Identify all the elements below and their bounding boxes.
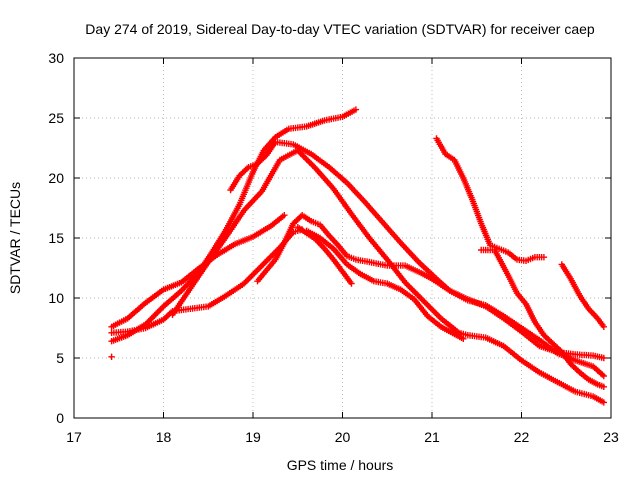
- tick-layer: 17 18 19 20 21 22 23 0 5 10 15 20 25 30: [48, 50, 619, 445]
- x-tick-label: 19: [245, 429, 261, 445]
- series-track-4: [169, 147, 607, 406]
- y-axis-label: SDTVAR / TECUs: [7, 182, 23, 294]
- x-axis-label: GPS time / hours: [287, 457, 394, 473]
- x-tick-label: 20: [335, 429, 351, 445]
- x-tick-label: 18: [156, 429, 172, 445]
- data-point-markers: [108, 353, 115, 360]
- series-track-6: [254, 212, 607, 380]
- series-track-5: [227, 138, 607, 362]
- data-point-markers: [478, 246, 607, 390]
- series-track-12: [108, 353, 115, 360]
- data-point-markers: [108, 226, 306, 336]
- series-track-3: [108, 226, 306, 336]
- series-track-8: [303, 227, 467, 342]
- y-tick-label: 0: [56, 410, 64, 426]
- y-tick-label: 30: [48, 50, 64, 66]
- data-point-markers: [303, 227, 467, 342]
- data-point-markers: [558, 261, 607, 330]
- series-track-11: [558, 261, 607, 330]
- chart-title: Day 274 of 2019, Sidereal Day-to-day VTE…: [85, 21, 595, 37]
- y-tick-label: 25: [48, 110, 64, 126]
- x-tick-label: 21: [424, 429, 440, 445]
- data-point-markers: [169, 147, 607, 406]
- x-tick-label: 22: [514, 429, 530, 445]
- series-track-9: [433, 135, 548, 264]
- x-tick-label: 17: [66, 429, 82, 445]
- data-point-markers: [227, 138, 607, 362]
- y-tick-label: 5: [56, 350, 64, 366]
- y-tick-label: 10: [48, 290, 64, 306]
- x-tick-label: 23: [603, 429, 619, 445]
- y-tick-label: 15: [48, 230, 64, 246]
- series-track-10: [478, 246, 607, 390]
- series-layer: [108, 106, 607, 406]
- y-tick-label: 20: [48, 170, 64, 186]
- data-point-markers: [254, 212, 607, 380]
- data-point-markers: [433, 135, 548, 264]
